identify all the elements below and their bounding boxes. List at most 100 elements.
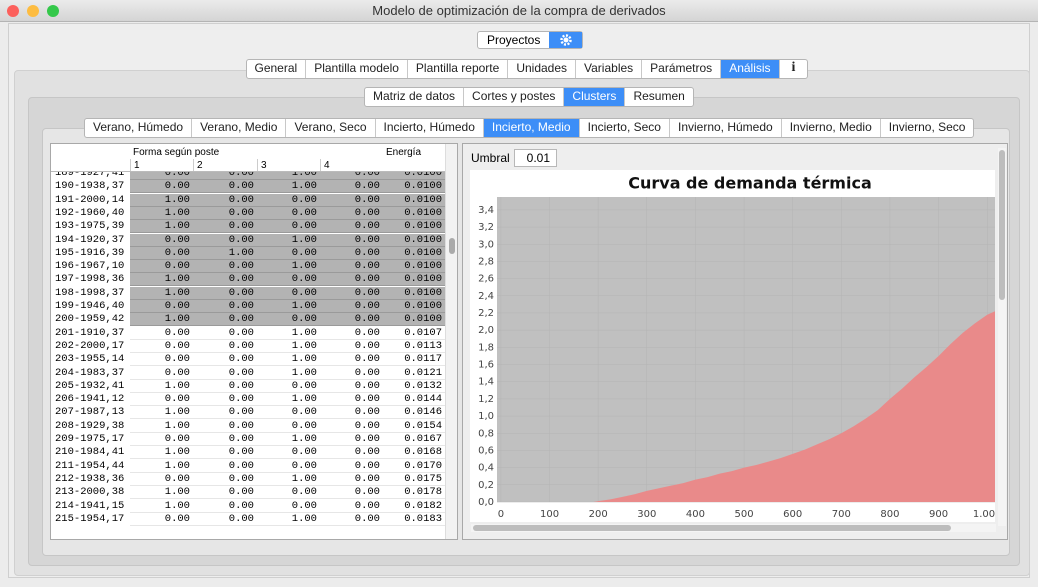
- cell: 1.00: [130, 486, 193, 500]
- row-label: 197-1998,36: [55, 273, 125, 286]
- cell: 0.00: [320, 419, 383, 433]
- cell: 0.0182: [383, 499, 445, 513]
- cell: 0.00: [257, 406, 320, 420]
- cell: 0.0100: [383, 172, 445, 180]
- row-label: 190-1938,37: [55, 180, 125, 193]
- row-label: 202-2000,17: [55, 339, 125, 352]
- cell: 0.00: [193, 446, 257, 460]
- tab[interactable]: Análisis: [721, 60, 780, 78]
- cell: 0.00: [130, 260, 193, 274]
- cell: 0.00: [193, 273, 257, 287]
- tab[interactable]: Plantilla modelo: [306, 60, 408, 78]
- cell: 0.00: [257, 220, 320, 234]
- cell: 0.00: [130, 512, 193, 526]
- y-tick-label: 3,2: [478, 222, 494, 233]
- tab[interactable]: Clusters: [564, 88, 626, 106]
- y-tick-label: 0,8: [478, 428, 494, 439]
- row-label: 215-1954,17: [55, 512, 125, 525]
- cluster-tabs: Verano, Húmedo Verano, Medio Verano, Seco I…: [84, 118, 975, 138]
- cell: 0.0183: [383, 512, 445, 526]
- row-label: 205-1932,41: [55, 379, 125, 392]
- cell: 0.00: [320, 193, 383, 207]
- cell: 1.00: [130, 379, 193, 393]
- cell: 0.0144: [383, 393, 445, 407]
- project-bar: Proyectos: [477, 31, 583, 49]
- cell: 0.00: [193, 206, 257, 220]
- tab[interactable]: Unidades: [508, 60, 577, 78]
- y-tick-label: 1,8: [478, 342, 494, 353]
- cell: 1.00: [130, 286, 193, 300]
- cell: 0.00: [320, 172, 383, 180]
- cell: 0.00: [320, 233, 383, 247]
- h-scrollbar[interactable]: [471, 524, 996, 532]
- tab[interactable]: Invierno, Húmedo: [670, 119, 782, 137]
- tab[interactable]: Verano, Seco: [286, 119, 376, 137]
- tab[interactable]: Resumen: [633, 89, 685, 103]
- tab[interactable]: Matriz de datos: [365, 88, 465, 106]
- cell: 0.00: [193, 172, 257, 180]
- tab[interactable]: Incierto, Húmedo: [376, 119, 484, 137]
- tab[interactable]: Variables: [576, 60, 643, 78]
- tab[interactable]: Invierno, Medio: [782, 119, 881, 137]
- group-header: Forma según poste: [133, 147, 220, 158]
- tab[interactable]: Incierto, Seco: [580, 119, 670, 137]
- threshold-input[interactable]: 0.01: [514, 149, 557, 167]
- tab[interactable]: Verano, Húmedo: [85, 119, 193, 137]
- cell: 0.00: [130, 172, 193, 180]
- row-label: 198-1998,37: [55, 286, 125, 299]
- tab[interactable]: i: [791, 60, 796, 75]
- row-label: 192-1960,40: [55, 206, 125, 219]
- cell: 0.0100: [383, 206, 445, 220]
- row-label: 199-1946,40: [55, 300, 125, 312]
- cell: 0.00: [257, 313, 320, 327]
- column-header: 2: [193, 159, 257, 172]
- table-scrollbar[interactable]: [445, 144, 457, 539]
- cell: 1.00: [130, 220, 193, 234]
- cell: 0.00: [130, 366, 193, 380]
- cell: 0.0100: [383, 233, 445, 247]
- cell: 1.00: [257, 326, 320, 340]
- row-label: 214-1941,15: [55, 499, 125, 512]
- cell: 0.00: [130, 433, 193, 446]
- cell: 0.00: [193, 406, 257, 420]
- x-tick-label: 400: [686, 509, 705, 520]
- cell: 1.00: [257, 233, 320, 247]
- row-label: 209-1975,17: [55, 433, 125, 445]
- tab[interactable]: Plantilla reporte: [408, 60, 509, 78]
- cell: 1.00: [257, 433, 320, 446]
- tab[interactable]: Invierno, Seco: [888, 120, 966, 134]
- gear-icon: [559, 34, 572, 46]
- row-label: 210-1984,41: [55, 446, 125, 459]
- tab[interactable]: Incierto, Medio: [483, 119, 580, 137]
- close[interactable]: [7, 5, 19, 17]
- cell: 0.0146: [383, 406, 445, 420]
- tab[interactable]: Parámetros: [642, 60, 722, 78]
- row-label: 204-1983,37: [55, 366, 125, 379]
- cell: 0.00: [193, 220, 257, 234]
- zoom[interactable]: [47, 5, 59, 17]
- tab[interactable]: Cortes y postes: [464, 88, 565, 106]
- cell: 0.00: [193, 326, 257, 340]
- row-label: 213-2000,38: [55, 486, 125, 499]
- x-tick-label: 500: [735, 509, 754, 520]
- tab[interactable]: General: [247, 60, 307, 78]
- cell: 0.0107: [383, 326, 445, 340]
- cell: 1.00: [193, 246, 257, 260]
- cell: 0.00: [257, 286, 320, 300]
- minimize[interactable]: [27, 5, 39, 17]
- cell: 0.00: [193, 512, 257, 526]
- row-label: 203-1955,14: [55, 353, 125, 366]
- window-controls[interactable]: [0, 0, 70, 22]
- v-scrollbar[interactable]: [998, 148, 1006, 526]
- header-line: [51, 171, 445, 172]
- tab[interactable]: Verano, Medio: [192, 119, 287, 137]
- cell: 0.0121: [383, 366, 445, 380]
- cell: 0.00: [193, 339, 257, 353]
- cell: 0.00: [193, 193, 257, 207]
- cell: 0.00: [193, 499, 257, 513]
- cell: 1.00: [130, 273, 193, 287]
- settings-button[interactable]: [549, 32, 582, 48]
- energy-header: Energía: [386, 147, 422, 158]
- projects-button[interactable]: Proyectos: [487, 33, 541, 47]
